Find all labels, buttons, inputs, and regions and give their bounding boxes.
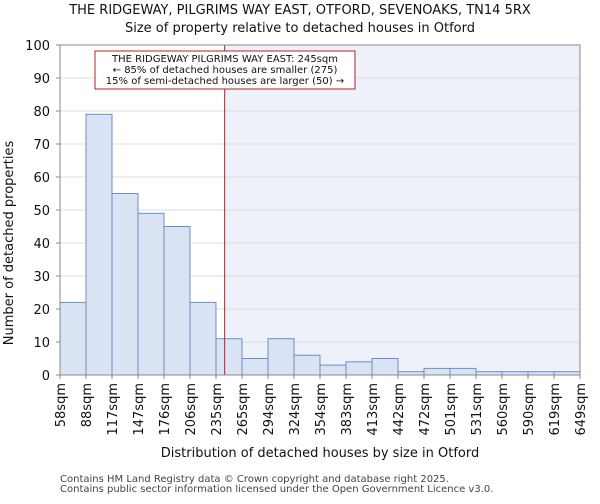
y-tick-label: 70 [33, 138, 50, 153]
x-tick-label: 531sqm [470, 383, 485, 436]
footer-copyright: Contains HM Land Registry data © Crown c… [60, 474, 449, 485]
x-tick-label: 413sqm [366, 383, 381, 436]
y-tick-label: 20 [33, 303, 50, 318]
x-axis-ticks: 58sqm 88sqm 117sqm 147sqm 176sqm 206sqm 235sqm… [54, 375, 589, 436]
y-tick-label: 90 [33, 72, 50, 87]
x-tick-label: 265sqm [236, 383, 251, 436]
x-tick-label: 324sqm [288, 383, 303, 436]
y-tick-label: 0 [42, 369, 50, 384]
x-axis-title: Distribution of detached houses by size … [161, 446, 479, 461]
x-tick-label: 147sqm [132, 383, 147, 436]
bar [59, 301, 87, 376]
bar [163, 226, 191, 376]
y-tick-label: 80 [33, 105, 50, 120]
y-tick-label: 30 [33, 270, 50, 285]
plot-frame [59, 44, 581, 376]
x-tick-label: 383sqm [340, 383, 355, 436]
annotation-line-1: THE RIDGEWAY PILGRIMS WAY EAST: 245sqm [111, 54, 338, 65]
y-axis-title: Number of detached properties [2, 141, 17, 346]
y-tick-label: 40 [33, 237, 50, 252]
bar [215, 338, 243, 376]
bar [241, 358, 269, 376]
bar [293, 354, 321, 376]
x-tick-label: 117sqm [106, 383, 121, 436]
bar [423, 367, 451, 376]
x-tick-label: 590sqm [522, 383, 537, 436]
bar [345, 361, 373, 376]
bar [189, 301, 217, 376]
footer-licence: Contains public sector information licen… [60, 484, 494, 495]
x-tick-label: 176sqm [158, 383, 173, 436]
x-tick-label: 442sqm [392, 383, 407, 436]
y-axis-ticks: 0 10 20 30 40 50 60 70 80 90 100 [25, 39, 60, 384]
bar [449, 367, 477, 376]
y-tick-label: 60 [33, 171, 50, 186]
y-tick-label: 50 [33, 204, 50, 219]
bar [267, 338, 295, 376]
bar [137, 212, 165, 376]
annotation-line-3: 15% of semi-detached houses are larger (… [106, 76, 344, 87]
chart-subtitle: Size of property relative to detached ho… [125, 21, 475, 36]
x-tick-label: 472sqm [418, 383, 433, 436]
x-tick-label: 501sqm [444, 383, 459, 436]
y-tick-label: 10 [33, 336, 50, 351]
annotation-border [94, 50, 356, 90]
y-tick-label: 100 [25, 39, 50, 54]
x-tick-label: 294sqm [262, 383, 277, 436]
bars [59, 113, 581, 376]
x-tick-label: 206sqm [184, 383, 199, 436]
bar [111, 193, 139, 376]
x-tick-label: 58sqm [54, 383, 69, 427]
x-tick-label: 235sqm [210, 383, 225, 436]
x-tick-label: 649sqm [574, 383, 589, 436]
bar [85, 113, 113, 376]
bar [319, 364, 347, 376]
x-tick-label: 619sqm [548, 383, 563, 436]
annotation-box: THE RIDGEWAY PILGRIMS WAY EAST: 245sqm ←… [94, 50, 356, 90]
chart-title: THE RIDGEWAY, PILGRIMS WAY EAST, OTFORD,… [68, 3, 531, 18]
x-tick-label: 560sqm [496, 383, 511, 436]
annotation-line-2: ← 85% of detached houses are smaller (27… [113, 65, 338, 76]
x-tick-label: 354sqm [314, 383, 329, 436]
x-tick-label: 88sqm [80, 383, 95, 427]
bar [371, 358, 399, 376]
